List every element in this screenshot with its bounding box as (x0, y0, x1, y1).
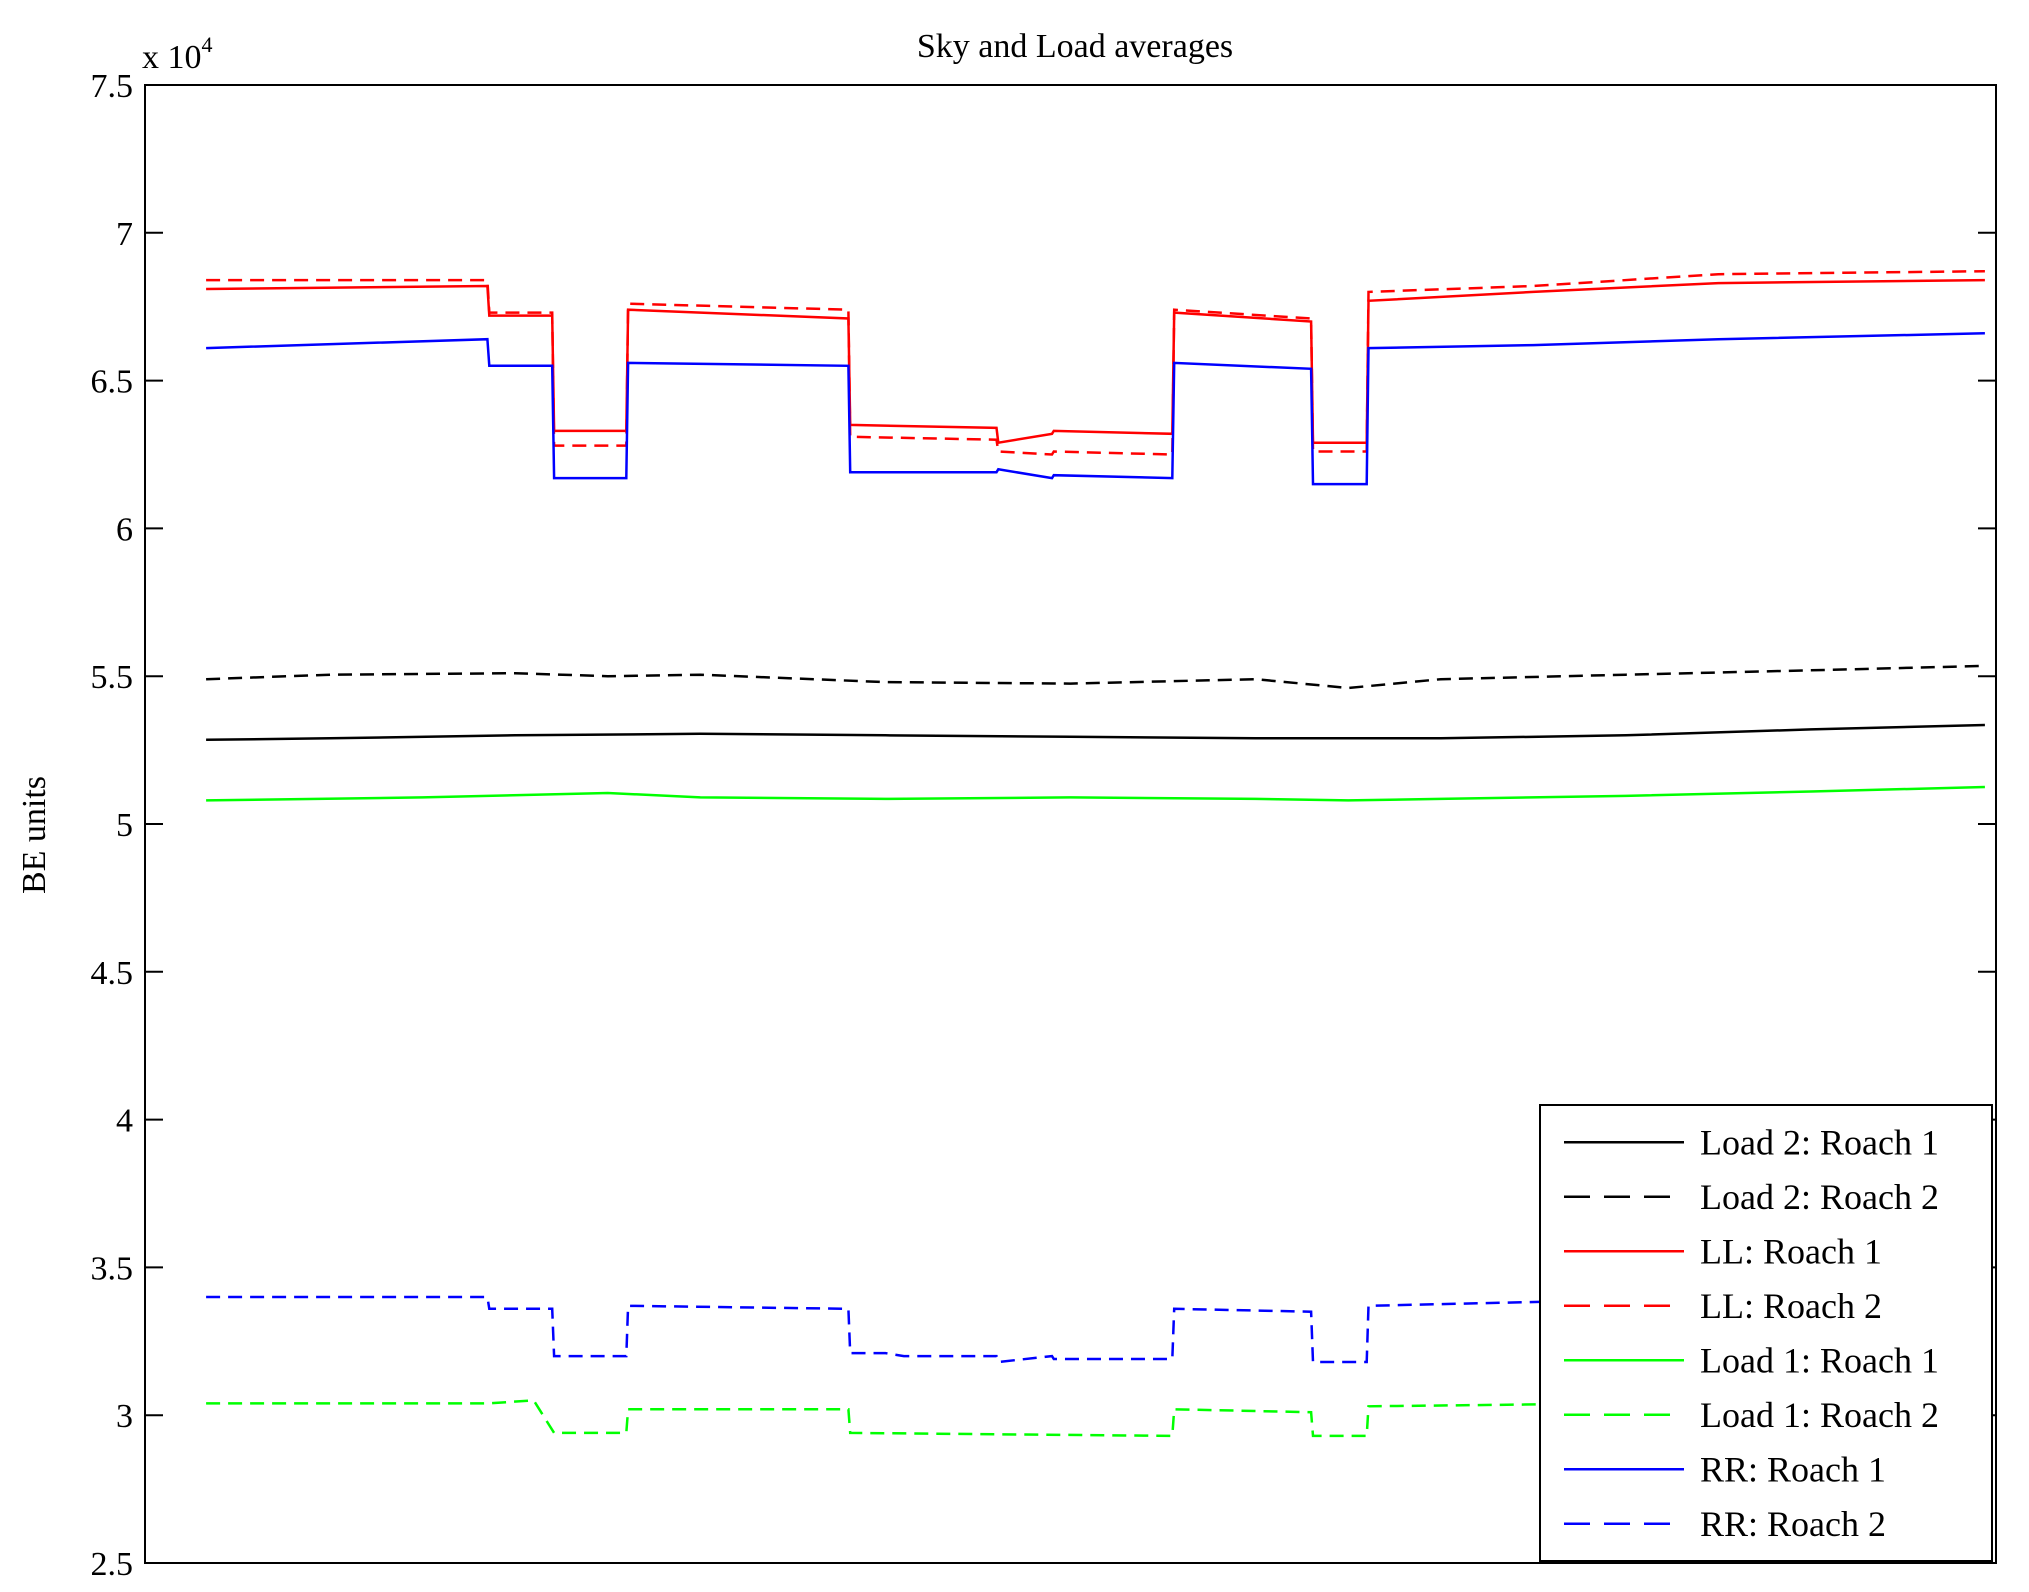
y-multiplier-exponent: 4 (202, 32, 213, 57)
series-line-1 (206, 723, 1985, 742)
legend-label: Load 2: Roach 2 (1700, 1177, 1939, 1217)
y-tick-label: 5 (116, 807, 133, 844)
legend-label: LL: Roach 2 (1700, 1286, 1882, 1326)
y-multiplier: x 104 (142, 32, 213, 76)
y-tick-label: 4.5 (91, 955, 134, 992)
y-tick-label: 4 (116, 1103, 133, 1140)
legend-box (1539, 1104, 1993, 1562)
y-tick-label: 7.5 (91, 68, 134, 105)
legend-label: RR: Roach 2 (1700, 1504, 1886, 1544)
y-tick-label: 6 (116, 511, 133, 548)
legend-label: Load 1: Roach 2 (1700, 1395, 1939, 1435)
y-multiplier-base: x 10 (142, 39, 202, 76)
legend-label: Load 2: Roach 1 (1700, 1122, 1939, 1162)
series-line-2 (206, 664, 1985, 690)
series-group (206, 269, 1985, 1438)
y-tick-label: 7 (116, 216, 133, 253)
y-tick-label: 2.5 (91, 1546, 134, 1583)
plot-frame (144, 84, 1997, 1564)
y-tick-label: 5.5 (91, 659, 134, 696)
legend: Load 2: Roach 1 Load 2: Roach 2 LL: Roach … (1539, 1104, 1993, 1562)
y-tick-label: 3.5 (91, 1250, 134, 1287)
series-line-5 (206, 785, 1985, 802)
series-line-8 (206, 1289, 1985, 1364)
y-axis-label: BE units (16, 776, 53, 894)
legend-label: LL: Roach 1 (1700, 1231, 1882, 1271)
series-line-7 (206, 332, 1985, 486)
legend-label: Load 1: Roach 1 (1700, 1340, 1939, 1380)
legend-label: RR: Roach 1 (1700, 1449, 1886, 1489)
series-line-6 (206, 1396, 1985, 1438)
y-tick-label: 6.5 (91, 364, 134, 401)
chart-title: Sky and Load averages (917, 28, 1233, 65)
y-tick-label: 3 (116, 1398, 133, 1435)
